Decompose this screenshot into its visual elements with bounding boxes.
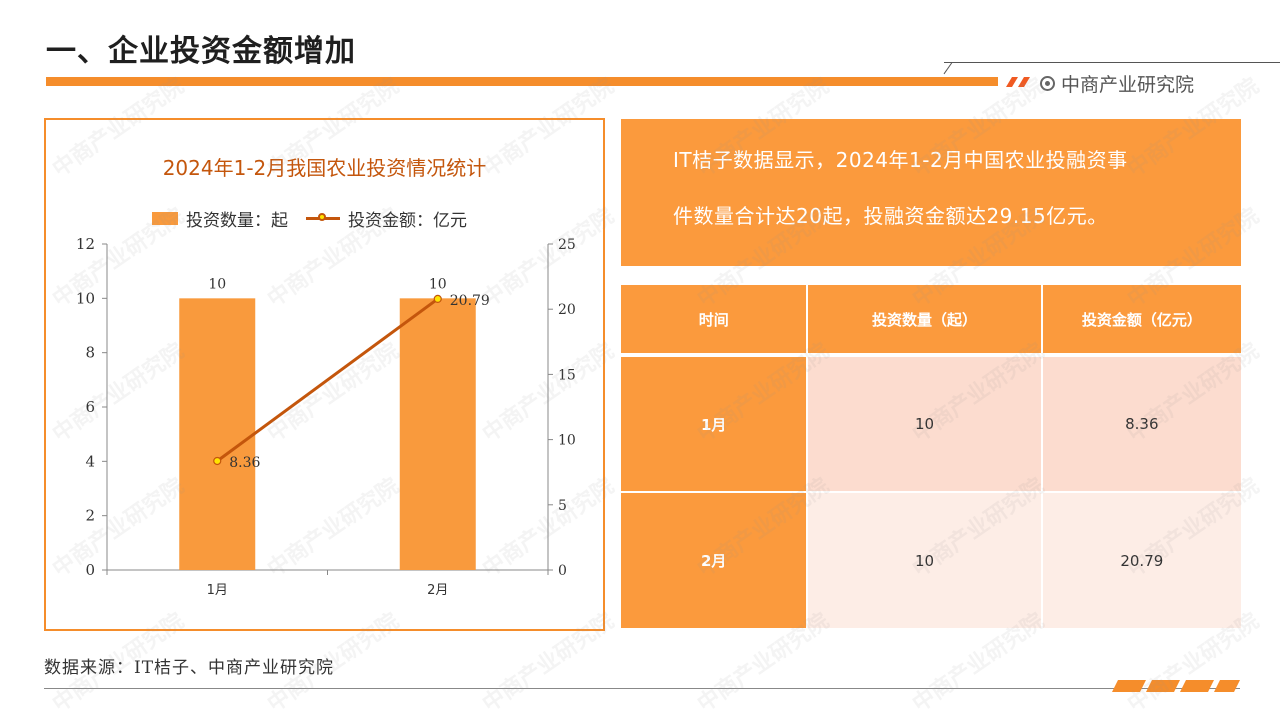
table-row: 2月 10 20.79 [621,493,1241,628]
bar-data-label: 10 [208,276,226,292]
summary-callout: IT桔子数据显示，2024年1-2月中国农业投融资事 件数量合计达20起，投融资… [621,119,1241,266]
brand-logo: 中商产业研究院 [1040,70,1194,97]
table-header-cell: 时间 [621,285,807,353]
table-cell-month: 2月 [621,493,807,628]
right-tick-label: 20 [558,302,576,318]
left-tick-label: 6 [85,398,95,416]
combo-chart: 0 2 4 6 8 10 12 0 5 10 15 20 25 1月 2月 10 10 8.36 20.79 [76,235,576,598]
footer-stripes [1112,680,1240,692]
line-data-label: 20.79 [450,293,490,309]
legend-bar-label: 投资数量：起 [186,211,288,231]
line-data-label: 8.36 [229,455,260,471]
bar-data-label: 10 [429,276,447,292]
x-tick-label: 1月 [207,583,228,598]
left-tick-label: 12 [76,235,95,253]
table-header-cell: 投资数量（起） [808,285,1041,353]
table-header-row: 时间 投资数量（起） 投资金额（亿元） [621,285,1241,353]
title-underline-bar [46,77,998,86]
left-tick-label: 2 [85,507,95,525]
chart-legend: 投资数量：起 投资金额：亿元 [152,206,467,231]
line-point [433,294,442,303]
data-table: 时间 投资数量（起） 投资金额（亿元） 1月 10 8.36 2月 10 20.… [621,285,1241,628]
left-tick-label: 10 [76,289,95,307]
right-tick-label: 10 [558,433,576,449]
left-tick-label: 8 [85,344,95,362]
summary-line-2: 件数量合计达20起，投融资金额达29.15亿元。 [673,204,1108,228]
table-cell-amount: 8.36 [1042,357,1241,491]
bar [399,298,476,570]
data-source: 数据来源：IT桔子、中商产业研究院 [44,658,335,678]
target-icon [1040,76,1055,91]
line-point [213,456,222,466]
table-cell-count: 10 [808,357,1041,491]
line-series [216,297,439,463]
decorative-stripes [1006,77,1030,87]
x-tick-label: 2月 [427,583,448,598]
page-title: 一、企业投资金额增加 [46,34,356,69]
table-row: 1月 10 8.36 [621,357,1241,491]
legend-bar-swatch [152,212,178,225]
summary-line-1: IT桔子数据显示，2024年1-2月中国农业投融资事 [673,148,1128,172]
brand-name: 中商产业研究院 [1061,74,1195,96]
footer-divider-line [44,688,1240,689]
right-tick-label: 5 [558,498,567,514]
left-tick-label: 4 [85,452,95,470]
right-tick-label: 0 [558,563,567,579]
header-divider-line [944,62,1280,63]
table-cell-month: 1月 [621,357,807,491]
chart-panel: 2024年1-2月我国农业投资情况统计 投资数量：起 投资金额：亿元 0 2 4 6 8… [44,118,605,631]
table-header-cell: 投资金额（亿元） [1042,285,1241,353]
header-divider-slant [943,62,953,75]
legend-line-label: 投资金额：亿元 [348,211,467,231]
bar [179,298,256,570]
chart-title: 2024年1-2月我国农业投资情况统计 [162,156,487,180]
left-tick-label: 0 [85,561,95,579]
right-tick-label: 25 [558,237,576,253]
right-tick-label: 15 [558,367,576,383]
table-cell-amount: 20.79 [1042,493,1241,628]
legend-line-swatch [306,213,340,221]
table-cell-count: 10 [808,493,1041,628]
